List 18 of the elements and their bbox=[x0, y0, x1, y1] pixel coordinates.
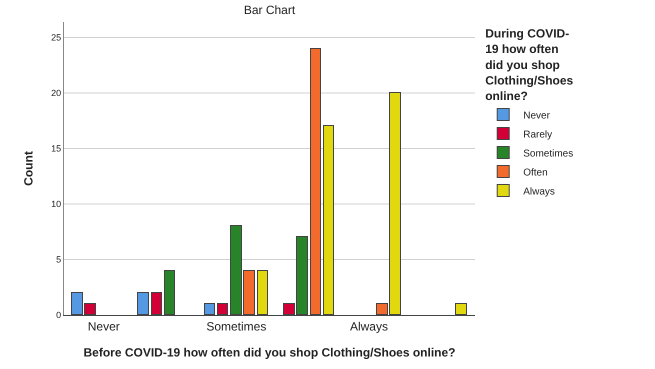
y-tick-label: 25 bbox=[51, 32, 62, 43]
y-tick-label: 0 bbox=[56, 310, 62, 320]
y-tick-label: 5 bbox=[56, 254, 62, 265]
legend-label: Often bbox=[523, 167, 548, 178]
legend-title: During COVID-19 how often did you shop Clothing/Shoes online? bbox=[485, 26, 574, 103]
legend-label: Always bbox=[523, 186, 555, 198]
chart-title: Bar Chart bbox=[244, 2, 296, 17]
legend-label: Never bbox=[523, 110, 551, 122]
x-tick-label: Never bbox=[88, 319, 120, 334]
legend-label: Sometimes bbox=[523, 148, 574, 160]
legend-label: Rarely bbox=[523, 129, 552, 140]
x-axis-title: Before COVID-19 how often did you shop Clothing/Shoes online? bbox=[84, 345, 456, 360]
y-tick-label: 20 bbox=[51, 88, 62, 98]
y-tick-label: 10 bbox=[51, 199, 62, 210]
y-axis-title: Count bbox=[21, 151, 36, 186]
y-tick-label: 15 bbox=[51, 144, 62, 154]
x-tick-label: Sometimes bbox=[206, 319, 266, 334]
x-tick-label: Always bbox=[350, 319, 388, 334]
